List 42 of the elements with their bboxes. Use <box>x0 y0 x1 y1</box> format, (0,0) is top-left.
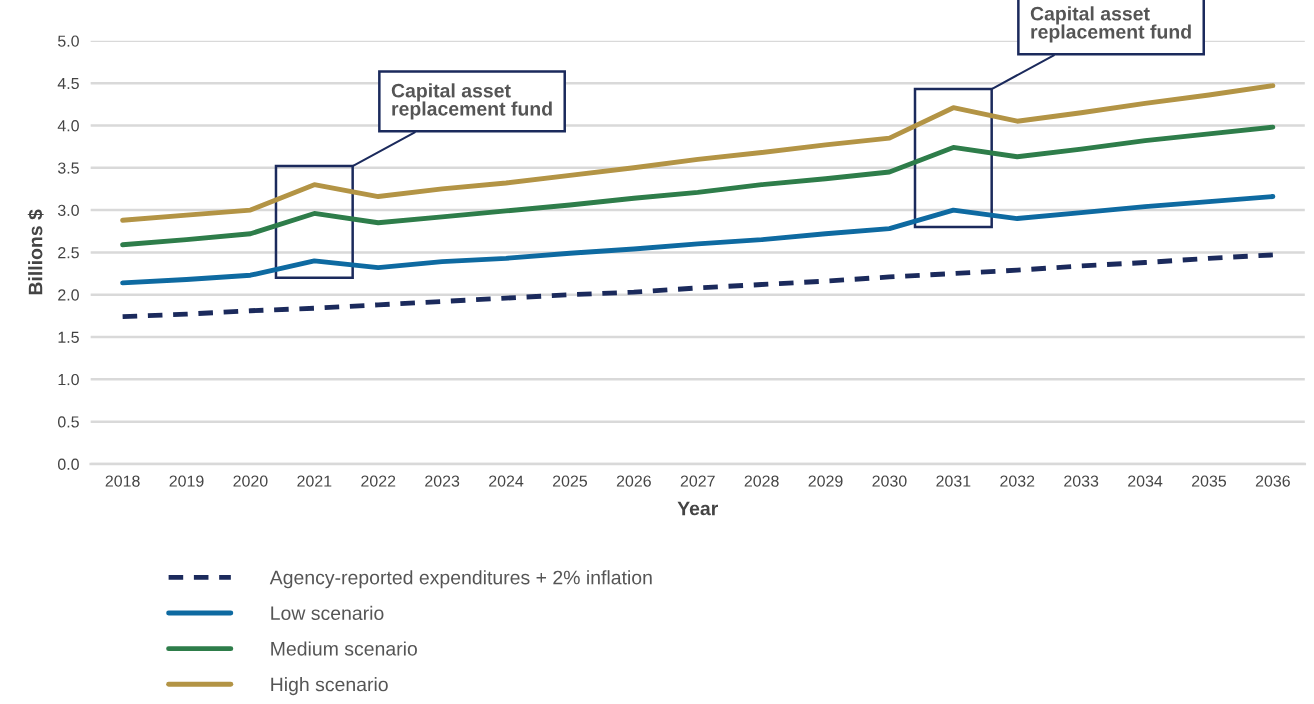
line-series <box>120 83 1276 223</box>
x-tick-label: 2035 <box>1191 475 1227 487</box>
x-tick-label: 2023 <box>425 475 460 487</box>
y-tick-label: 1.5 <box>58 331 79 343</box>
x-tick-label: 2025 <box>552 475 588 487</box>
x-tick-label: 2032 <box>1000 475 1035 487</box>
y-tick-label: 1.0 <box>58 373 79 386</box>
x-tick-label: 2026 <box>616 475 651 487</box>
line-series <box>120 252 1276 320</box>
y-tick-label: 3.5 <box>57 162 79 174</box>
y-tick-label: 5.0 <box>57 35 79 47</box>
x-tick-label: 2018 <box>105 475 140 487</box>
x-tick-label: 2030 <box>872 475 907 487</box>
line-series <box>120 124 1276 248</box>
x-tick-label: 2027 <box>680 475 715 487</box>
x-tick-label: 2029 <box>808 475 843 487</box>
y-tick-label: 3.0 <box>57 204 79 217</box>
x-tick-label: 2020 <box>233 475 268 487</box>
y-tick-label: 4.5 <box>57 77 79 90</box>
annotation: Capital asset replacement fund <box>1030 6 1191 43</box>
y-tick-label: 2.0 <box>58 289 79 301</box>
legend-label: High scenario <box>271 677 388 696</box>
legend-label: Low scenario <box>271 605 384 621</box>
line-series <box>120 194 1276 286</box>
y-tick-label: 0.0 <box>57 458 79 470</box>
y-axis-title: Billions $ <box>27 209 44 295</box>
x-tick-label: 2031 <box>936 475 971 487</box>
legend-label: Agency-reported expenditures + 2% inflation <box>269 570 652 589</box>
x-axis-title: Year <box>677 501 718 516</box>
y-tick-label: 0.5 <box>57 416 79 428</box>
x-tick-label: 2021 <box>297 475 332 487</box>
annotation: Capital asset replacement fund <box>391 83 552 120</box>
x-tick-label: 2033 <box>1064 475 1099 487</box>
x-tick-label: 2019 <box>169 475 204 487</box>
x-tick-label: 2036 <box>1255 475 1290 487</box>
x-tick-label: 2034 <box>1128 475 1163 487</box>
legend-label: Medium scenario <box>271 641 417 656</box>
x-tick-label: 2024 <box>489 475 524 487</box>
y-tick-label: 4.0 <box>57 120 79 132</box>
x-tick-label: 2022 <box>361 475 396 487</box>
x-tick-label: 2028 <box>744 475 779 487</box>
y-tick-label: 2.5 <box>58 247 79 259</box>
